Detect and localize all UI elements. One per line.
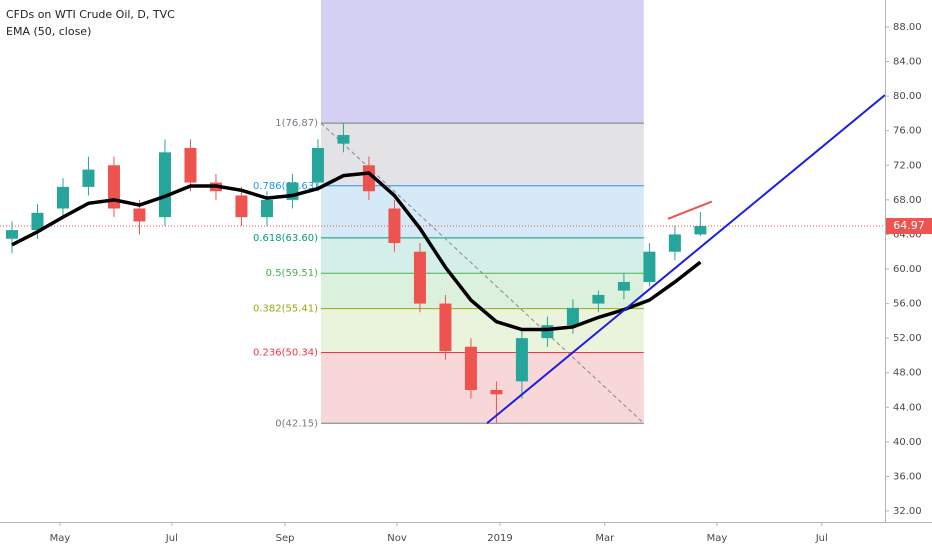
x-tick-label: Sep (276, 533, 295, 544)
candle-body (184, 147, 197, 183)
fib-level-label: 0.382(55.41) (253, 304, 318, 315)
candle-body (31, 212, 44, 231)
fib-band (321, 0, 644, 124)
last-price-box (886, 218, 932, 235)
candle-body (158, 152, 171, 218)
candle-body (490, 390, 503, 395)
candle-body (541, 325, 554, 339)
y-tick-label: 32.00 (893, 506, 922, 517)
legend-entry: EMA (50, close) (6, 25, 91, 38)
fib-level-label: 0.236(50.34) (253, 347, 318, 358)
y-tick-label: 72.00 (893, 160, 922, 171)
candle-body (56, 186, 69, 209)
candle-body (133, 208, 146, 222)
trendline (667, 200, 713, 220)
fib-band (321, 237, 644, 274)
candle-body (311, 147, 324, 183)
candle-body (617, 281, 630, 291)
candle-body (82, 169, 95, 187)
fib-level-label: 0(42.15) (275, 418, 318, 429)
last-price-label: 64.97 (893, 219, 925, 232)
y-tick-label: 64.00 (893, 229, 922, 240)
candle-body (515, 338, 528, 382)
x-tick-label: Mar (595, 533, 615, 544)
x-tick-label: Jul (815, 533, 828, 544)
candle-body (694, 226, 707, 235)
candle-body (566, 307, 579, 326)
ema-line (11, 171, 702, 332)
candle-body (388, 208, 401, 244)
candle-body (235, 195, 248, 218)
y-tick-label: 48.00 (893, 368, 922, 379)
y-tick-label: 68.00 (893, 195, 922, 206)
y-tick-label: 80.00 (893, 91, 922, 102)
y-tick-label: 52.00 (893, 333, 922, 344)
y-tick-label: 36.00 (893, 471, 922, 482)
fib-level-label: 1(76.87) (275, 118, 318, 129)
x-tick-label: Nov (387, 533, 407, 544)
candle-body (260, 199, 273, 218)
fib-band (321, 352, 644, 424)
fib-band (321, 185, 644, 238)
x-tick-label: Jul (165, 533, 178, 544)
x-tick-label: May (50, 533, 71, 544)
y-tick-label: 60.00 (893, 264, 922, 275)
y-tick-label: 76.00 (893, 126, 922, 137)
candle-body (439, 303, 452, 352)
candle-body (5, 230, 18, 239)
candle-body (464, 346, 477, 391)
trendline (486, 94, 886, 425)
fib-level-label: 0.618(63.60) (253, 233, 318, 244)
fib-band (321, 308, 644, 353)
y-tick-label: 88.00 (893, 22, 922, 33)
candle-body (643, 251, 656, 282)
candle-body (107, 165, 120, 209)
fib-level-label: 0.5(59.51) (266, 268, 318, 279)
y-tick-label: 56.00 (893, 299, 922, 310)
fib-level-label: 0.786(69.63) (253, 181, 318, 192)
plot-area: 1(76.87) 0.786(69.63) 0.618(63.60) 0.5(59.5… (0, 0, 886, 429)
candle-body (668, 234, 681, 252)
candle-body (413, 251, 426, 304)
y-tick-label: 84.00 (893, 57, 922, 68)
x-tick-label: May (707, 533, 728, 544)
candle-body (592, 294, 605, 304)
chart-title: CFDs on WTI Crude Oil, D, TVC (6, 8, 175, 21)
y-tick-label: 40.00 (893, 437, 922, 448)
y-tick-label: 44.00 (893, 402, 922, 413)
x-tick-label: 2019 (487, 533, 512, 544)
candle-body (337, 135, 350, 144)
fib-band (321, 273, 644, 309)
